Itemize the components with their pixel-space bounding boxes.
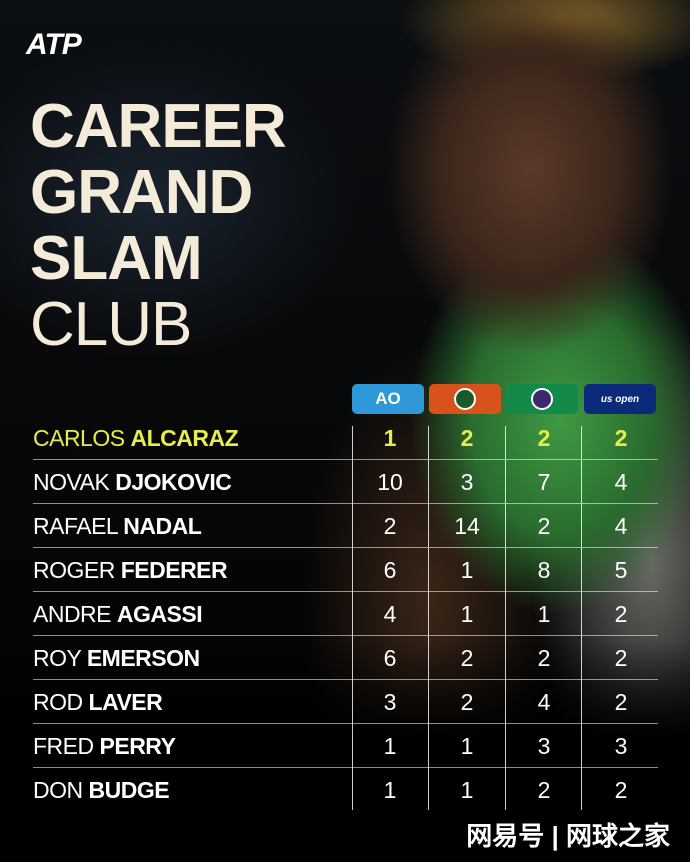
table-row: CARLOS ALCARAZ 1 2 2 2 [33,416,658,460]
title-line: CAREER [30,92,287,161]
title-line: SLAM [30,224,203,293]
first-name: ROGER [33,557,115,583]
last-name: AGASSI [116,601,203,627]
us-open-logo: us open [584,384,656,414]
titles-uso: 4 [614,469,628,495]
player-name: ROGER FEDERER [33,557,228,583]
last-name: EMERSON [86,645,200,671]
page-title: CAREER GRAND SLAM CLUB [30,92,287,359]
first-name: RAFAEL [33,513,118,539]
column-divider [505,426,506,810]
table-row: DON BUDGE 1 1 2 2 [33,768,658,812]
first-name: ROD [33,689,83,715]
table-row: ROY EMERSON 6 2 2 2 [33,636,658,680]
table-row: FRED PERRY 1 1 3 3 [33,724,658,768]
titles-rg: 3 [460,469,474,495]
player-name: RAFAEL NADAL [33,513,202,539]
column-divider [352,426,353,810]
titles-ao: 1 [383,777,397,803]
last-name: FEDERER [120,557,228,583]
titles-w: 3 [537,733,551,759]
last-name: BUDGE [88,777,170,803]
watermark: 网易号 | 网球之家 [466,821,670,851]
player-name: ANDRE AGASSI [33,601,203,627]
titles-rg: 1 [460,733,474,759]
titles-uso: 2 [614,601,628,627]
titles-rg: 2 [460,645,474,671]
titles-w: 2 [537,777,551,803]
table-row: ROGER FEDERER 6 1 8 5 [33,548,658,592]
roland-garros-emblem-icon [454,388,476,410]
titles-ao: 6 [383,557,397,583]
titles-uso: 3 [614,733,628,759]
titles-rg: 14 [454,513,480,539]
first-name: FRED [33,733,94,759]
titles-ao: 3 [383,689,397,715]
titles-ao: 4 [383,601,397,627]
player-name: CARLOS ALCARAZ [33,425,239,451]
australian-open-logo: AO [352,384,424,414]
titles-rg: 2 [460,425,474,451]
last-name: LAVER [88,689,163,715]
titles-uso: 2 [614,645,628,671]
table-row: NOVAK DJOKOVIC 10 3 7 4 [33,460,658,504]
titles-uso: 2 [614,689,628,715]
wimbledon-logo [506,384,578,414]
titles-rg: 1 [460,557,474,583]
titles-rg: 1 [460,601,474,627]
titles-ao: 1 [383,733,397,759]
titles-ao: 6 [383,645,397,671]
titles-ao: 2 [383,513,397,539]
column-divider [428,426,429,810]
titles-w: 2 [537,513,551,539]
player-name: FRED PERRY [33,733,176,759]
roland-garros-logo [429,384,501,414]
first-name: ROY [33,645,81,671]
player-name: DON BUDGE [33,777,170,803]
last-name: NADAL [123,513,202,539]
titles-w: 2 [537,645,551,671]
titles-w: 7 [537,469,551,495]
title-line: GRAND [30,158,253,227]
titles-w: 2 [537,425,551,451]
first-name: CARLOS [33,425,125,451]
table-row: RAFAEL NADAL 2 14 2 4 [33,504,658,548]
last-name: PERRY [99,733,176,759]
atp-logo: ATP [26,28,82,61]
column-divider [581,426,582,810]
titles-w: 4 [537,689,551,715]
titles-uso: 4 [614,513,628,539]
first-name: DON [33,777,83,803]
first-name: NOVAK [33,469,110,495]
title-line: CLUB [30,290,192,359]
player-name: ROY EMERSON [33,645,200,671]
titles-w: 1 [537,601,551,627]
last-name: ALCARAZ [130,425,239,451]
background-fade [0,640,690,862]
titles-uso: 5 [614,557,628,583]
player-name: NOVAK DJOKOVIC [33,469,232,495]
titles-ao: 1 [383,425,397,451]
titles-rg: 2 [460,689,474,715]
titles-ao: 10 [377,469,403,495]
first-name: ANDRE [33,601,112,627]
last-name: DJOKOVIC [115,469,232,495]
titles-w: 8 [537,557,551,583]
titles-rg: 1 [460,777,474,803]
table-row: ANDRE AGASSI 4 1 1 2 [33,592,658,636]
player-name: ROD LAVER [33,689,163,715]
titles-uso: 2 [614,425,628,451]
wimbledon-emblem-icon [531,388,553,410]
table-row: ROD LAVER 3 2 4 2 [33,680,658,724]
titles-uso: 2 [614,777,628,803]
